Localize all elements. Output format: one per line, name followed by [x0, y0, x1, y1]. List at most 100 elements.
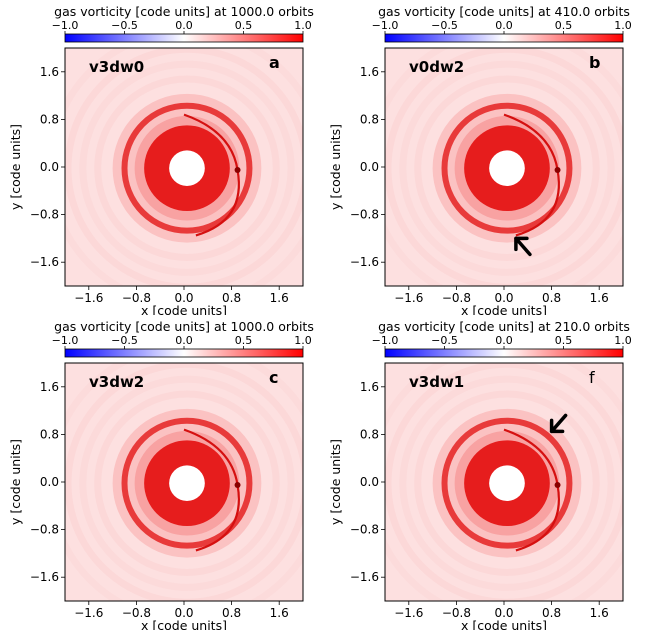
colorbar-tick-label: 0.5	[235, 19, 253, 32]
simulation-label: v3dw2	[89, 373, 144, 391]
x-axis-label: x [code units]	[461, 303, 547, 315]
x-tick-label: 1.6	[590, 606, 609, 620]
panel-letter: c	[269, 368, 278, 387]
x-tick-label: 0.8	[542, 291, 561, 305]
outer-wave-ring	[94, 390, 280, 576]
spiral-wake	[515, 484, 560, 552]
spiral-wake	[503, 113, 559, 171]
panel-letter: f	[589, 368, 595, 387]
y-tick-label: 0.8	[360, 427, 379, 441]
panel-a-svg: gas vorticity [code units] at 1000.0 orb…	[8, 4, 314, 318]
colorbar-tick-label: −1.0	[372, 19, 399, 32]
outer-wave-ring	[385, 48, 623, 286]
spiral-wake	[503, 428, 559, 486]
panel-f: gas vorticity [code units] at 210.0 orbi…	[320, 315, 640, 633]
x-tick-label: 1.6	[270, 606, 289, 620]
planet-marker	[554, 481, 561, 488]
y-tick-label: 0.8	[360, 112, 379, 126]
y-tick-label: −0.8	[350, 208, 379, 222]
y-axis-label: y [code units]	[328, 124, 343, 210]
x-tick-label: −1.6	[74, 606, 103, 620]
x-tick-label: −0.8	[442, 291, 471, 305]
inner-hole	[169, 150, 205, 187]
x-tick-label: −0.8	[122, 606, 151, 620]
outer-wave-ring	[79, 60, 295, 276]
y-tick-label: −1.6	[30, 570, 59, 584]
y-tick-label: 1.6	[360, 380, 379, 394]
colorbar	[64, 348, 304, 358]
y-tick-label: 0.0	[40, 160, 59, 174]
x-tick-label: 0.0	[174, 606, 193, 620]
y-tick-label: −0.8	[350, 523, 379, 537]
inner-hole	[489, 150, 525, 187]
x-tick-label: 0.0	[494, 606, 513, 620]
colorbar-title: gas vorticity [code units] at 410.0 orbi…	[378, 4, 630, 19]
colorbar-title: gas vorticity [code units] at 1000.0 orb…	[54, 4, 314, 19]
vortex-ring	[441, 417, 573, 549]
x-axis-label: x [code units]	[141, 618, 227, 630]
colorbar-tick-label: 0.5	[235, 334, 253, 347]
x-axis-label: x [code units]	[461, 618, 547, 630]
spiral-wake	[195, 169, 240, 237]
outer-wave-ring	[65, 48, 303, 286]
y-axis-label: y [code units]	[328, 439, 343, 525]
vorticity-field	[385, 48, 623, 286]
inner-hole	[169, 465, 205, 502]
colorbar-tick-label: 1.0	[614, 334, 632, 347]
vortex-ring	[121, 417, 253, 549]
x-tick-label: −1.6	[394, 291, 423, 305]
outer-wave-ring	[414, 390, 600, 576]
planet-marker	[554, 166, 561, 173]
colorbar-tick-label: 0.0	[495, 19, 513, 32]
panel-c: gas vorticity [code units] at 1000.0 orb…	[0, 315, 320, 633]
colorbar-tick-label: −0.5	[111, 19, 138, 32]
x-tick-label: 1.6	[590, 291, 609, 305]
panel-b-svg: gas vorticity [code units] at 410.0 orbi…	[328, 4, 632, 318]
simulation-label: v3dw1	[409, 373, 464, 391]
colorbar-tick-label: −1.0	[52, 334, 79, 347]
y-axis-label: y [code units]	[8, 439, 23, 525]
vorticity-field	[385, 363, 623, 601]
outer-wave-ring	[94, 75, 280, 261]
annotation-arrow	[549, 413, 568, 434]
y-tick-label: −1.6	[350, 255, 379, 269]
colorbar-tick-label: 1.0	[294, 334, 312, 347]
colorbar-tick-label: −0.5	[111, 334, 138, 347]
simulation-label: v0dw2	[409, 58, 464, 76]
panel-letter: b	[589, 53, 600, 72]
spiral-wake	[515, 169, 560, 237]
x-tick-label: −0.8	[442, 606, 471, 620]
outer-wave-ring	[399, 60, 615, 276]
annotation-arrow	[514, 236, 532, 257]
y-tick-label: 1.6	[360, 65, 379, 79]
y-tick-label: 0.0	[360, 160, 379, 174]
x-tick-label: 0.8	[222, 606, 241, 620]
y-tick-label: −1.6	[30, 255, 59, 269]
colorbar-tick-label: 0.0	[175, 19, 193, 32]
colorbar	[384, 33, 624, 43]
spiral-wake	[183, 428, 239, 486]
outer-wave-ring	[385, 363, 623, 601]
planet-marker	[234, 166, 241, 173]
vorticity-field	[65, 363, 303, 601]
panel-letter: a	[269, 53, 280, 72]
vorticity-field	[65, 48, 303, 286]
colorbar-tick-label: −0.5	[431, 334, 458, 347]
panel-c-svg: gas vorticity [code units] at 1000.0 orb…	[8, 319, 314, 633]
colorbar	[384, 348, 624, 358]
colorbar-tick-label: 1.0	[614, 19, 632, 32]
colorbar-title: gas vorticity [code units] at 210.0 orbi…	[378, 319, 630, 334]
colorbar-tick-label: 1.0	[294, 19, 312, 32]
y-tick-label: −1.6	[350, 570, 379, 584]
colorbar	[64, 33, 304, 43]
x-tick-label: −1.6	[74, 291, 103, 305]
x-tick-label: −0.8	[122, 291, 151, 305]
colorbar-tick-label: −1.0	[372, 334, 399, 347]
outer-wave-ring	[414, 75, 600, 261]
vortex-ring	[121, 102, 253, 234]
panel-f-svg: gas vorticity [code units] at 210.0 orbi…	[328, 319, 632, 633]
simulation-label: v3dw0	[89, 58, 144, 76]
x-tick-label: 1.6	[270, 291, 289, 305]
y-tick-label: 1.6	[40, 65, 59, 79]
